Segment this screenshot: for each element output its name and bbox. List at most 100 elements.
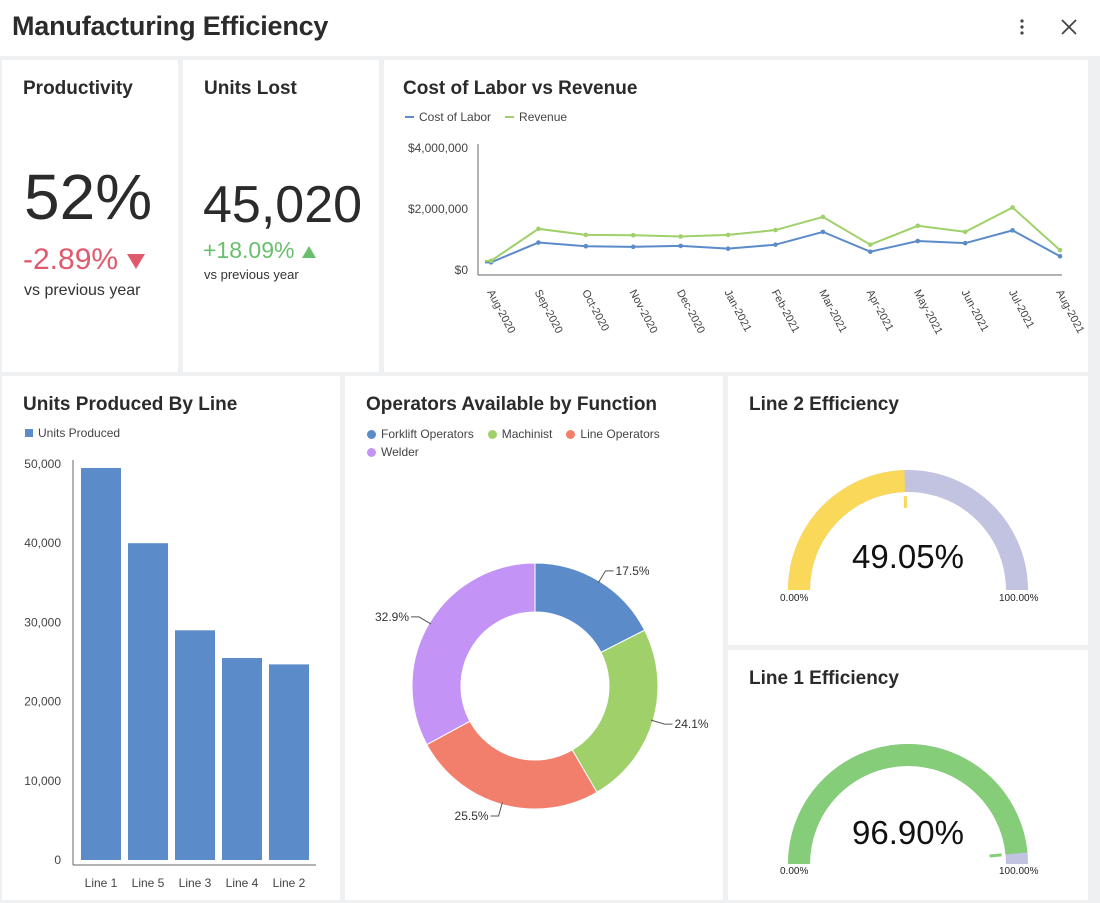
y-tick-label: 20,000 [24,695,61,709]
data-point-revenue[interactable] [536,226,541,232]
x-tick-label: Jul-2021 [1006,288,1036,331]
data-point-revenue[interactable] [868,242,873,247]
donut-chart-svg: 17.5% 24.1% 25.5% 32.9% [375,562,709,823]
legend-item-revenue[interactable]: Revenue [505,110,567,124]
donut-chart-legend: Forklift Operators Machinist Line Operator… [367,427,687,459]
series-line-revenue [485,206,1062,262]
slice-leader-line [490,802,503,817]
arrow-up-icon [301,245,316,258]
labor-chart-legend: Cost of Labor Revenue [405,110,567,124]
x-tick-label: Nov-2020 [627,288,660,336]
slice-label: 17.5% [616,564,650,578]
legend-swatch [505,116,515,118]
data-point-cost-of-labor[interactable] [773,242,778,247]
bar-line-4[interactable] [222,658,262,860]
legend-swatch [367,429,376,439]
productivity-title: Productivity [23,78,133,99]
legend-swatch [487,429,497,439]
x-tick-label: Line 2 [273,876,306,890]
units-lost-card[interactable]: Units Lost 45,020 +18.09% vs previous ye… [183,60,379,372]
data-point-cost-of-labor[interactable] [725,246,731,251]
more-vertical-icon[interactable] [1008,14,1036,42]
bar-chart-legend: Units Produced [25,426,120,440]
line1-efficiency-card[interactable]: Line 1 Efficiency 96.90% 0.00% 100.00% [728,650,1088,900]
bar-line-2[interactable] [269,664,309,860]
data-point-revenue[interactable] [678,234,683,239]
legend-item-forklift-operators[interactable]: Forklift Operators [367,427,474,441]
units-lost-delta-text: +18.09% [203,237,295,263]
close-icon[interactable] [1055,14,1083,42]
data-point-revenue[interactable] [488,258,494,264]
y-tick-label: $2,000,000 [408,202,468,216]
data-point-cost-of-labor[interactable] [630,244,636,250]
legend-label: Cost of Labor [419,110,492,124]
slice-line-operators[interactable] [426,720,598,810]
slice-machinist[interactable] [571,629,659,793]
labor-chart-svg: $0 $2,000,000 $4,000,000 Aug-2020 Sep-2020 Oc… [408,141,1086,337]
x-tick-label: Aug-2021 [1053,288,1086,336]
x-tick-label: Oct-2020 [579,288,611,334]
legend-label: Line Operators [580,427,660,441]
productivity-delta-text: -2.89% [23,243,119,276]
legend-label: Machinist [501,427,553,441]
legend-item-line-operators[interactable]: Line Operators [566,427,660,441]
labor-revenue-card[interactable]: Cost of Labor vs Revenue Cost of Labor Re… [384,60,1088,372]
data-point-revenue[interactable] [583,232,589,238]
data-point-revenue[interactable] [1057,247,1063,253]
operators-card[interactable]: Operators Available by Function Forklift… [345,376,723,900]
data-point-cost-of-labor[interactable] [536,240,541,245]
y-tick-label: 30,000 [24,615,61,629]
legend-label: Forklift Operators [381,427,474,441]
productivity-value: 52% [24,161,153,233]
line2-efficiency-card[interactable]: Line 2 Efficiency 49.05% 0.00% 100.00% [728,376,1088,645]
bar-chart-title: Units Produced By Line [23,394,238,415]
x-tick-label: Line 5 [132,876,165,890]
data-point-cost-of-labor[interactable] [820,229,826,235]
data-point-revenue[interactable] [1010,205,1015,210]
y-tick-label: $0 [455,263,469,277]
units-produced-card[interactable]: Units Produced By Line Units Produced 0 1… [2,376,340,900]
x-tick-label: Jun-2021 [959,288,991,334]
data-point-revenue[interactable] [962,229,968,235]
slice-leader-line [411,616,432,625]
productivity-sub: vs previous year [24,282,141,299]
line1-gauge [788,744,1028,865]
legend-swatch [566,429,576,439]
data-point-revenue[interactable] [630,232,636,238]
slice-label: 24.1% [675,717,709,731]
data-point-cost-of-labor[interactable] [962,240,968,246]
bar-line-1[interactable] [81,467,121,860]
line1-min: 0.00% [780,866,809,877]
data-point-cost-of-labor[interactable] [915,238,921,244]
data-point-cost-of-labor[interactable] [1010,228,1015,233]
data-point-cost-of-labor[interactable] [868,249,873,254]
y-tick-label: 0 [54,853,61,867]
productivity-card[interactable]: Productivity 52% -2.89% vs previous year [2,60,178,372]
data-point-cost-of-labor[interactable] [583,243,589,249]
data-point-revenue[interactable] [915,223,921,229]
legend-item-welder[interactable]: Welder [367,445,419,459]
data-point-revenue[interactable] [725,232,731,238]
donut-chart-title: Operators Available by Function [366,394,658,415]
data-point-revenue[interactable] [820,214,826,220]
data-point-revenue[interactable] [773,227,778,233]
legend-item-units-produced[interactable]: Units Produced [25,426,120,440]
line2-title: Line 2 Efficiency [749,394,899,415]
bar-line-5[interactable] [128,543,168,860]
slice-label: 25.5% [455,809,489,823]
units-lost-sub: vs previous year [204,267,299,282]
legend-label: Welder [381,445,419,459]
legend-item-cost-of-labor[interactable]: Cost of Labor [405,110,491,124]
slice-welder[interactable] [411,562,536,746]
gauge-fill [788,744,1028,865]
slice-leader-line [597,570,614,584]
title-bar: Manufacturing Efficiency [0,0,1100,56]
data-point-cost-of-labor[interactable] [678,243,683,249]
bar-line-3[interactable] [175,630,215,860]
x-tick-label: Line 4 [226,876,259,890]
arrow-down-icon [127,254,146,270]
data-point-cost-of-labor[interactable] [1057,253,1063,259]
x-tick-label: Line 1 [85,876,118,890]
legend-item-machinist[interactable]: Machinist [487,427,553,441]
legend-swatch [25,429,33,437]
